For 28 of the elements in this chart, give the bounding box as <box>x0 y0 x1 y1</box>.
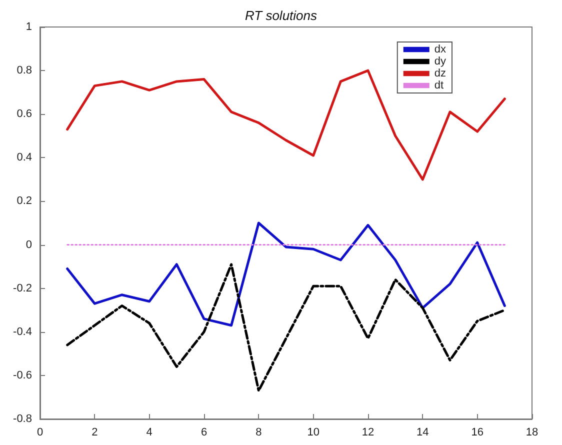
y-tick-label: -0.4 <box>13 326 32 338</box>
line-series <box>66 263 506 392</box>
y-tick-label: 0.2 <box>16 195 32 208</box>
y-tick-label: -0.6 <box>13 369 32 382</box>
legend-label: dy <box>434 56 446 68</box>
chart-title: RT solutions <box>244 8 318 23</box>
y-tick-label: -0.2 <box>13 282 32 294</box>
y-tick-label: 0 <box>26 238 32 251</box>
x-tick-label: 6 <box>200 426 208 438</box>
x-tick-label: 16 <box>471 426 484 438</box>
x-tick-label: 10 <box>307 426 320 438</box>
y-tick-label: 1 <box>26 21 32 33</box>
y-tick-label: -0.8 <box>13 413 32 425</box>
x-tick-label: 2 <box>92 426 98 438</box>
y-tick-label: 0.6 <box>16 108 32 120</box>
x-tick-label: 8 <box>256 426 262 438</box>
legend-label: dx <box>434 44 446 56</box>
y-tick-label: 0.8 <box>16 64 32 77</box>
x-tick-label: 18 <box>526 426 538 438</box>
y-tick-label: 0.4 <box>16 152 32 164</box>
x-tick-label: 12 <box>362 426 374 438</box>
x-tick-label: 0 <box>36 426 44 438</box>
legend-label: dz <box>434 68 446 80</box>
x-tick-label: 14 <box>416 426 429 438</box>
x-tick-label: 4 <box>146 426 152 438</box>
line-series <box>66 69 506 181</box>
legend-label: dt <box>434 80 444 92</box>
line-series <box>66 222 506 327</box>
